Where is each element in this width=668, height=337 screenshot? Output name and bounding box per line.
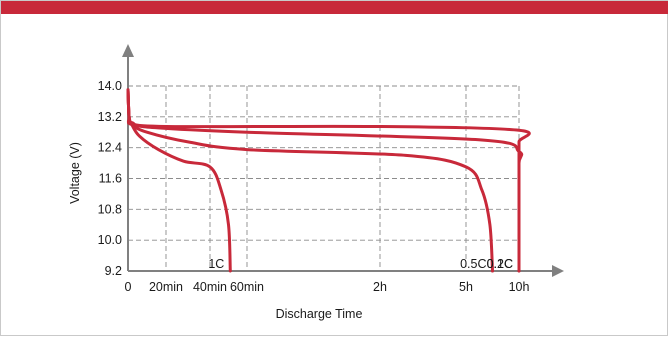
x-tick-label: 0	[125, 280, 132, 294]
x-tick-label: 60min	[230, 280, 264, 294]
curve-labels: 1C 0.5C 0.2C0.1C	[208, 257, 513, 271]
curve-label: 1C	[208, 257, 224, 271]
y-axis-title: Voltage (V)	[68, 142, 82, 204]
axes	[122, 44, 564, 277]
x-tick-label: 2h	[373, 280, 387, 294]
x-tick-label: 10h	[509, 280, 530, 294]
x-tick-label: 5h	[459, 280, 473, 294]
curve-label: 0.5C	[460, 257, 486, 271]
y-tick-label: 14.0	[98, 79, 122, 93]
y-tick-label: 10.0	[98, 233, 122, 247]
x-axis-arrow	[552, 265, 564, 277]
y-axis-arrow	[122, 44, 134, 57]
curve-label: 0.1C	[487, 257, 513, 271]
y-tick-label: 11.6	[99, 172, 122, 186]
y-tick-label: 12.4	[98, 141, 122, 155]
x-axis-title: Discharge Time	[276, 307, 363, 321]
curve-0_5C	[128, 90, 493, 271]
y-tick-label: 10.8	[98, 202, 122, 216]
x-tick-label: 40min	[193, 280, 227, 294]
y-tick-label: 9.2	[105, 264, 122, 278]
x-tick-label: 20min	[149, 280, 183, 294]
y-tick-label: 13.2	[98, 110, 122, 124]
grid	[128, 86, 519, 271]
